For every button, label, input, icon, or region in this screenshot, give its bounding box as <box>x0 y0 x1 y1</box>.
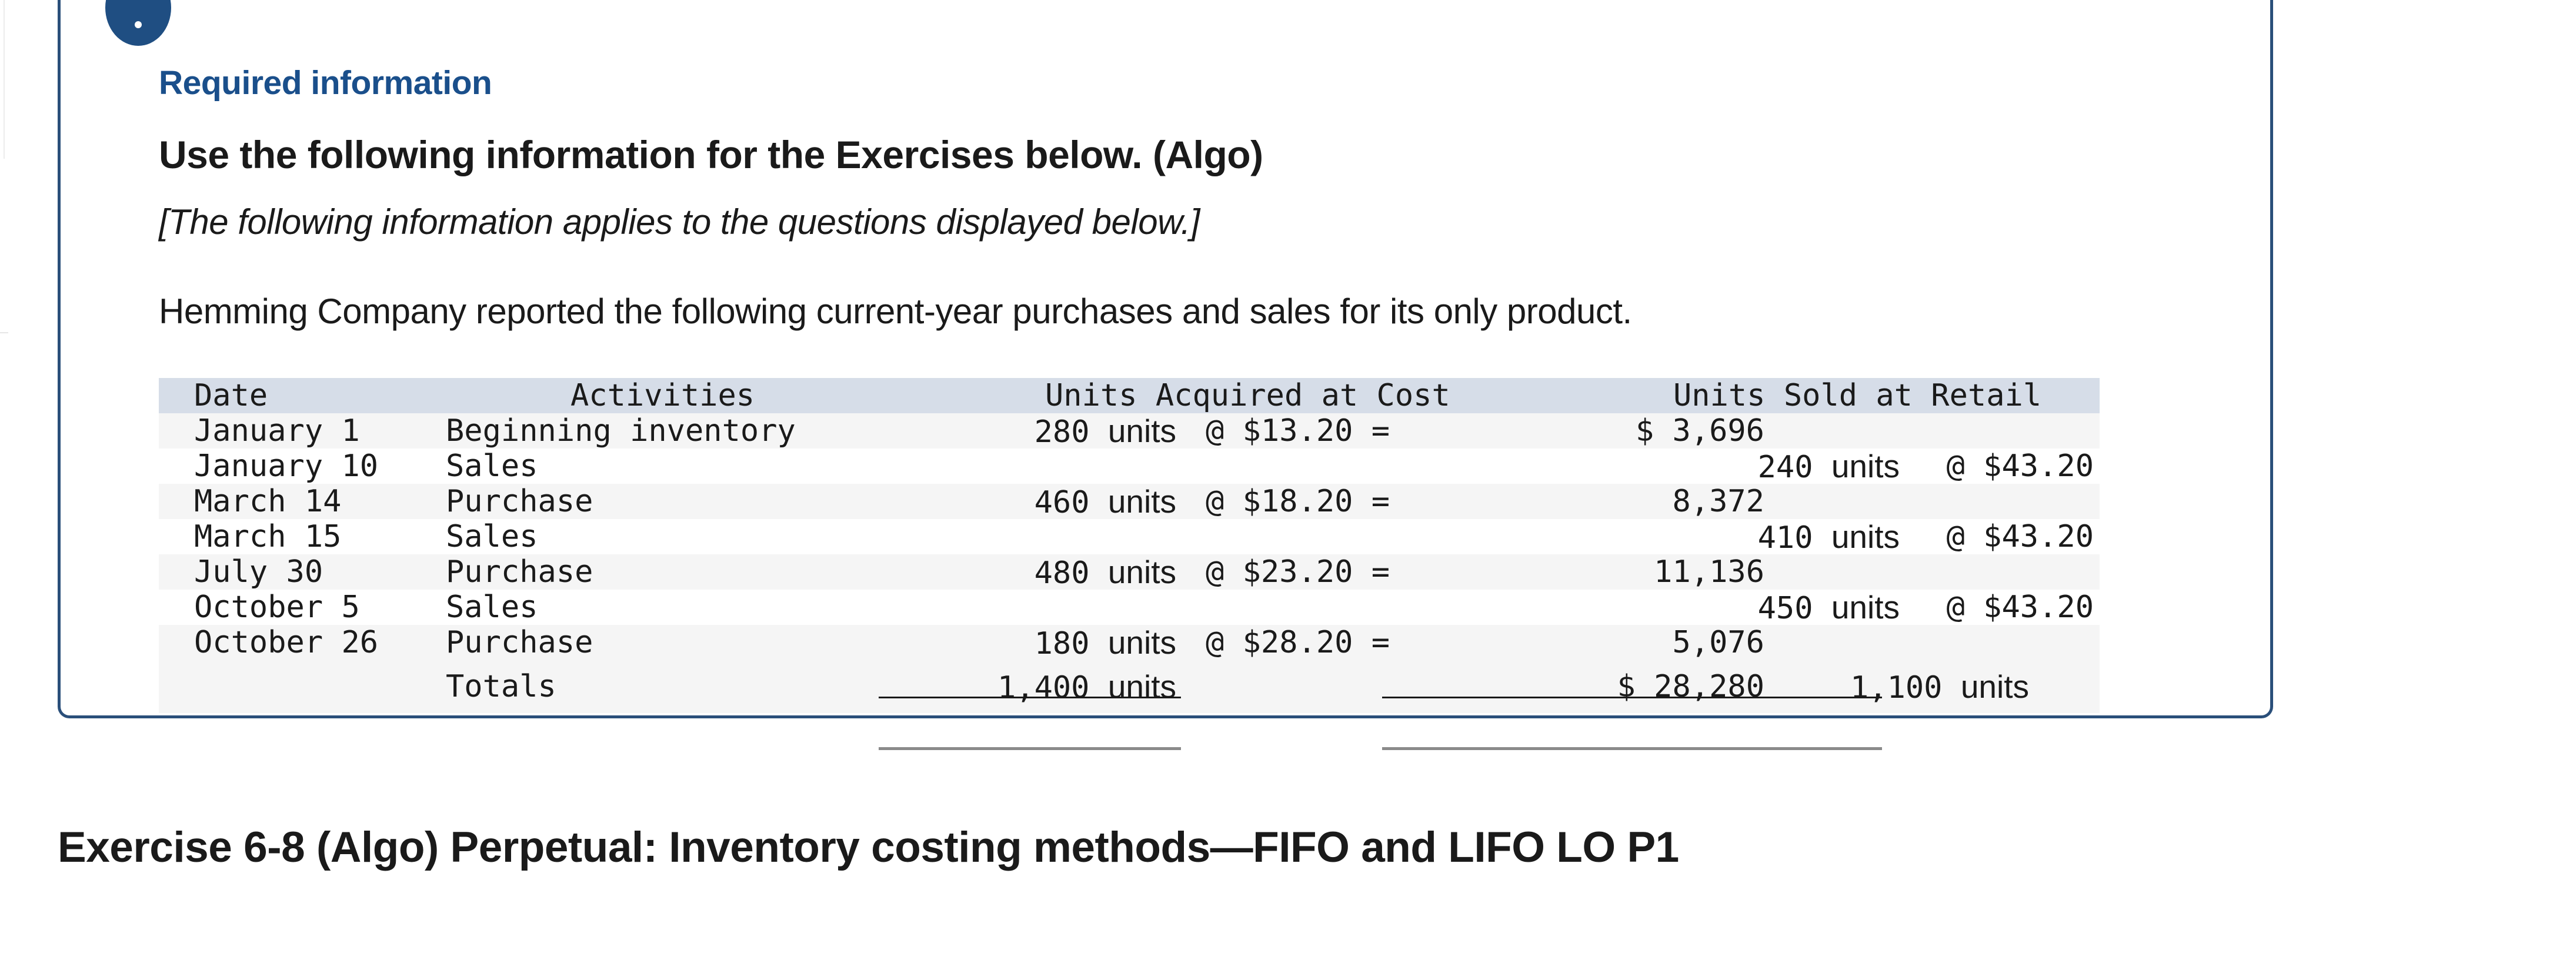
row-amount: 8,372 <box>1672 484 1764 519</box>
row-activity: Sales <box>446 519 538 554</box>
row-activity: Purchase <box>446 625 593 660</box>
required-information-card <box>58 0 2273 718</box>
row-units-value: 480 <box>1034 556 1090 591</box>
info-badge-icon <box>105 0 171 46</box>
row-units-word: units <box>1107 413 1176 449</box>
table-row: March 15 Sales 410 units @ $43.20 <box>159 519 2100 556</box>
header-date: Date <box>194 378 268 413</box>
totals-amount: $ 28,280 <box>1617 669 1764 704</box>
units-total-rule <box>879 747 1181 750</box>
table-header-row: Date Activities Units Acquired at Cost U… <box>159 378 2100 413</box>
table-body: January 1 Beginning inventory 280 units @ $… <box>159 413 2100 661</box>
amount-subtotal-rule <box>1382 697 1882 698</box>
table-row: March 14 Purchase 460 units @ $18.20 = 8,372 <box>159 484 2100 520</box>
row-date: January 1 <box>194 413 360 449</box>
totals-sold-value: 1,100 <box>1850 670 1943 705</box>
totals-row: Totals 1,400 units $ 28,280 1,100 units <box>159 660 2100 713</box>
row-amount: 11,136 <box>1654 554 1764 590</box>
row-units-acquired: 280 units <box>882 413 1176 450</box>
row-activity: Purchase <box>446 484 593 519</box>
info-badge-dot <box>135 21 142 28</box>
row-sold-word: units <box>1831 518 1900 555</box>
row-amount: 5,076 <box>1672 625 1764 660</box>
row-retail-price: @ $43.20 <box>1946 449 2094 484</box>
left-edge-strip <box>0 0 5 159</box>
row-sold-value: 410 <box>1757 520 1813 556</box>
row-units-sold: 240 units <box>1541 449 1900 485</box>
inventory-table: Date Activities Units Acquired at Cost U… <box>159 378 2100 750</box>
row-units-sold: 450 units <box>1541 590 1900 626</box>
row-activity: Beginning inventory <box>446 413 796 449</box>
row-units-value: 460 <box>1034 485 1090 520</box>
exercise-title: Exercise 6-8 (Algo) Perpetual: Inventory… <box>58 824 1679 871</box>
row-unit-cost: @ $13.20 = <box>1206 413 1390 449</box>
row-date: July 30 <box>194 554 323 590</box>
amount-total-rule <box>1382 747 1882 750</box>
row-units-acquired: 480 units <box>882 554 1176 591</box>
applies-note: [The following information applies to th… <box>159 202 1200 242</box>
row-retail-price: @ $43.20 <box>1946 590 2094 625</box>
totals-units-value: 1,400 <box>997 670 1090 705</box>
table-row: October 5 Sales 450 units @ $43.20 <box>159 590 2100 626</box>
row-date: October 5 <box>194 590 360 625</box>
table-row: October 26 Purchase 180 units @ $28.20 = 5,0… <box>159 625 2100 661</box>
row-units-word: units <box>1107 624 1176 661</box>
totals-label: Totals <box>446 669 556 704</box>
totals-units-acquired: 1,400 units <box>882 660 1176 714</box>
row-units-word: units <box>1107 483 1176 520</box>
exercises-intro-heading: Use the following information for the Ex… <box>159 133 1263 176</box>
row-units-acquired: 460 units <box>882 484 1176 520</box>
row-sold-value: 240 <box>1757 450 1813 485</box>
table-row: January 1 Beginning inventory 280 units @ $… <box>159 413 2100 450</box>
row-sold-value: 450 <box>1757 591 1813 626</box>
required-information-heading: Required information <box>159 64 492 102</box>
row-date: October 26 <box>194 625 379 660</box>
row-activity: Sales <box>446 590 538 625</box>
row-amount: $ 3,696 <box>1635 413 1764 449</box>
row-retail-price: @ $43.20 <box>1946 519 2094 554</box>
row-activity: Sales <box>446 449 538 484</box>
row-units-acquired: 180 units <box>882 625 1176 661</box>
row-unit-cost: @ $23.20 = <box>1206 554 1390 590</box>
row-units-value: 180 <box>1034 626 1090 661</box>
row-units-sold: 410 units <box>1541 519 1900 556</box>
row-unit-cost: @ $18.20 = <box>1206 484 1390 519</box>
units-subtotal-rule <box>879 697 1181 698</box>
table-row: July 30 Purchase 480 units @ $23.20 = 11,136 <box>159 554 2100 591</box>
header-units-sold: Units Sold at Retail <box>1673 378 2042 413</box>
totals-units-word: units <box>1107 668 1176 705</box>
company-intro-text: Hemming Company reported the following c… <box>159 292 1632 331</box>
row-date: January 10 <box>194 449 379 484</box>
row-unit-cost: @ $28.20 = <box>1206 625 1390 660</box>
row-activity: Purchase <box>446 554 593 590</box>
left-edge-divider <box>0 332 8 333</box>
row-units-value: 280 <box>1034 414 1090 450</box>
header-activities: Activities <box>570 378 755 413</box>
totals-units-sold: 1,100 units <box>1676 660 2029 714</box>
table-row: January 10 Sales 240 units @ $43.20 <box>159 449 2100 485</box>
header-units-acquired: Units Acquired at Cost <box>1045 378 1450 413</box>
totals-sold-word: units <box>1960 668 2029 705</box>
row-sold-word: units <box>1831 589 1900 625</box>
row-date: March 15 <box>194 519 342 554</box>
row-date: March 14 <box>194 484 342 519</box>
row-sold-word: units <box>1831 448 1900 484</box>
row-units-word: units <box>1107 554 1176 590</box>
